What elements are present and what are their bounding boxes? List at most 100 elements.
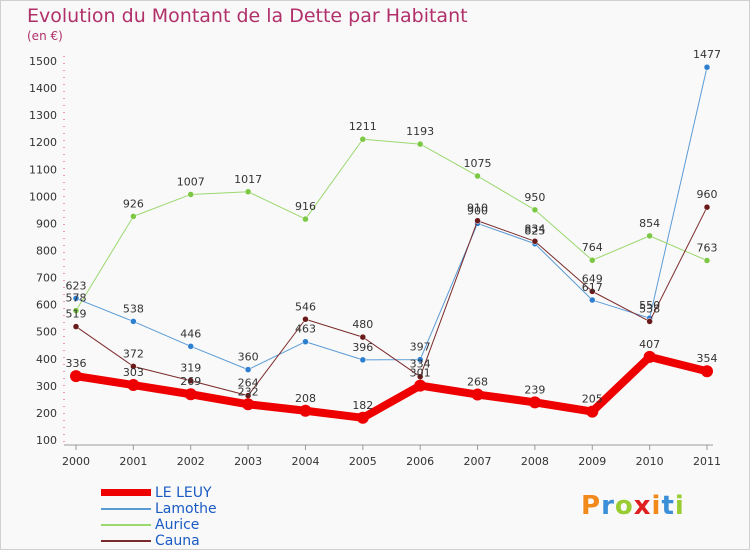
legend-swatch <box>101 524 151 526</box>
data-point <box>130 363 137 370</box>
y-tick-label: 1200 <box>29 136 57 149</box>
data-label: 854 <box>639 217 660 230</box>
data-point <box>127 379 140 392</box>
data-point <box>643 350 656 363</box>
data-point <box>356 411 369 424</box>
data-label: 1017 <box>234 173 262 186</box>
data-label: 208 <box>295 392 316 405</box>
data-point <box>703 257 711 264</box>
data-label: 1075 <box>464 157 492 170</box>
data-label: 182 <box>352 399 373 412</box>
data-point <box>302 316 309 323</box>
data-point <box>187 377 194 384</box>
y-tick-label: 1400 <box>29 82 57 95</box>
series-line-lamothe <box>75 66 708 371</box>
logo-letter: i <box>651 491 662 521</box>
data-point <box>531 238 539 245</box>
data-point <box>416 356 424 363</box>
data-point <box>646 232 653 240</box>
data-point <box>531 206 539 214</box>
data-point <box>184 388 197 401</box>
data-label: 232 <box>238 385 259 398</box>
data-point <box>244 188 252 196</box>
data-label: 268 <box>467 376 488 389</box>
y-tick-label: 500 <box>36 326 57 339</box>
logo-letter: P <box>581 491 602 521</box>
data-point <box>589 288 596 295</box>
data-point <box>302 215 309 223</box>
logo-letter: x <box>633 491 652 521</box>
data-point <box>528 396 541 409</box>
data-label: 301 <box>410 367 431 380</box>
x-tick-label: 2005 <box>349 455 377 468</box>
x-tick-label: 2002 <box>177 455 205 468</box>
y-tick-label: 300 <box>36 380 57 393</box>
data-point <box>72 295 80 302</box>
x-tick-label: 2003 <box>234 455 262 468</box>
x-tick-label: 2007 <box>464 455 492 468</box>
data-point <box>130 318 137 325</box>
y-tick-label: 1300 <box>29 109 57 122</box>
data-label: 480 <box>352 318 373 331</box>
chart-subtitle: (en €) <box>27 29 63 43</box>
data-point <box>70 370 82 383</box>
y-tick-label: 1100 <box>29 163 57 176</box>
data-label: 334 <box>410 358 431 371</box>
y-tick-label: 100 <box>36 434 57 447</box>
data-label: 950 <box>524 191 545 204</box>
data-label: 446 <box>180 327 201 340</box>
data-label: 303 <box>123 366 144 379</box>
series-line-le-leuy <box>72 352 711 422</box>
data-label: 407 <box>639 338 660 351</box>
logo-letter: o <box>614 491 634 521</box>
series-line-cauna <box>75 206 708 397</box>
data-label: 205 <box>582 393 603 406</box>
logo-letter: i <box>674 491 685 521</box>
logo-letter: r <box>601 491 615 521</box>
data-label: 578 <box>66 292 87 305</box>
data-point <box>414 379 427 392</box>
data-label: 763 <box>697 242 718 255</box>
data-label: 264 <box>238 377 259 390</box>
x-tick-label: 2010 <box>636 455 664 468</box>
data-label: 1193 <box>406 125 434 138</box>
data-point <box>589 296 596 304</box>
data-point <box>187 343 194 350</box>
data-label: 546 <box>295 300 316 313</box>
legend-label: Cauna <box>155 533 200 549</box>
data-label: 519 <box>66 308 87 321</box>
data-point <box>703 203 711 211</box>
data-point <box>703 63 711 71</box>
data-label: 360 <box>238 351 259 364</box>
legend-swatch <box>101 489 151 496</box>
legend-swatch <box>101 508 151 510</box>
chart-title: Evolution du Montant de la Dette par Hab… <box>27 5 468 27</box>
data-point <box>701 365 713 378</box>
data-point <box>359 135 367 143</box>
data-label: 1211 <box>349 120 377 133</box>
data-point <box>586 405 599 418</box>
legend-label: LE LEUY <box>155 485 212 501</box>
data-label: 1007 <box>177 175 205 188</box>
data-point <box>299 404 312 417</box>
data-label: 550 <box>639 299 660 312</box>
data-label: 269 <box>180 375 201 388</box>
y-tick-label: 1000 <box>29 190 57 203</box>
legend-label: Lamothe <box>155 501 217 517</box>
x-tick-label: 2009 <box>578 455 606 468</box>
y-tick-label: 400 <box>36 353 57 366</box>
y-tick-label: 900 <box>36 217 57 230</box>
data-point <box>187 191 194 198</box>
x-tick-label: 2011 <box>693 455 721 468</box>
data-point <box>72 307 80 314</box>
series-line-aurice <box>75 138 708 312</box>
x-tick-label: 2001 <box>119 455 147 468</box>
data-point <box>646 318 653 325</box>
data-label: 960 <box>697 188 718 201</box>
x-tick-label: 2008 <box>521 455 549 468</box>
data-label: 396 <box>352 341 373 354</box>
data-label: 1477 <box>693 48 721 61</box>
data-point <box>302 338 309 345</box>
